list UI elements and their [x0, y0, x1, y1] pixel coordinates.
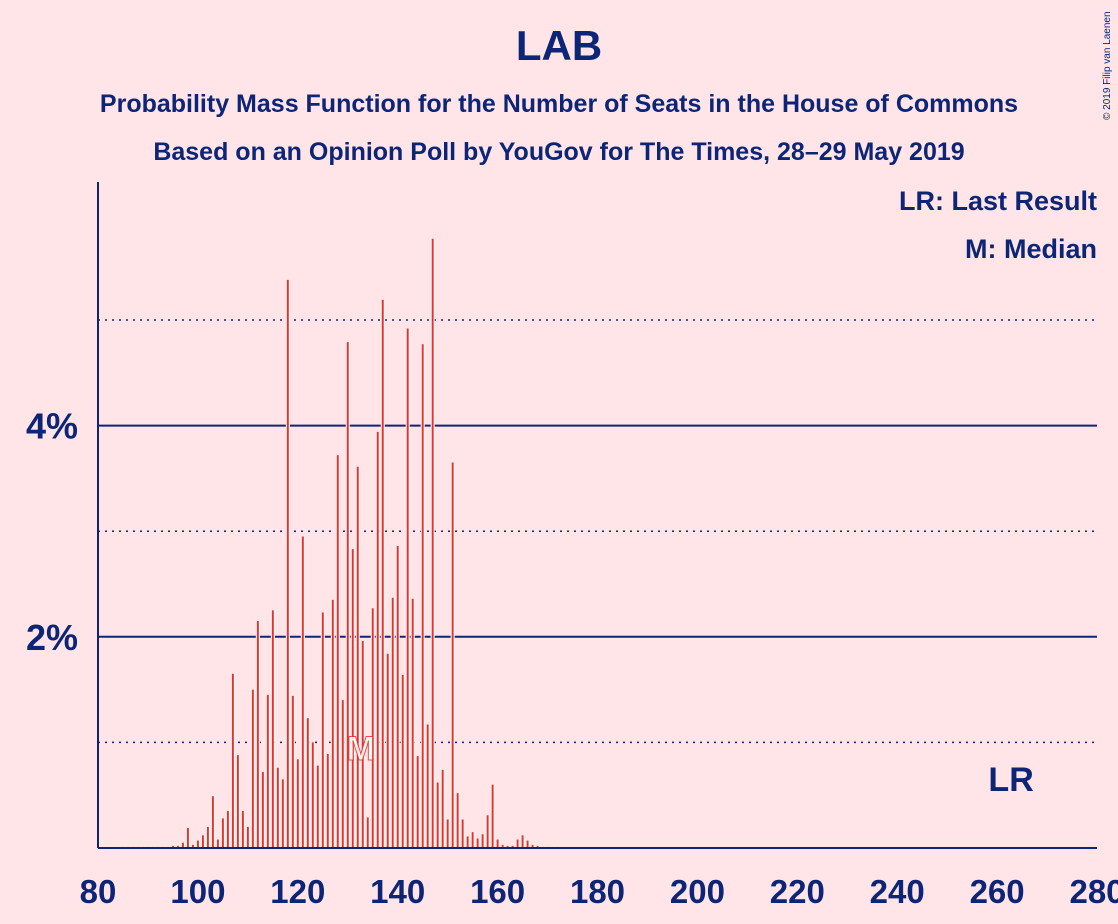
y-tick-labels: 2% 4% [26, 406, 78, 658]
axes [97, 182, 1097, 849]
x-tick-label: 80 [80, 873, 117, 910]
y-tick-label: 2% [26, 617, 78, 658]
legend: LR: Last Result M: Median [899, 186, 1097, 264]
x-tick-label: 160 [470, 873, 525, 910]
x-tick-label: 180 [570, 873, 625, 910]
x-tick-label: 200 [670, 873, 725, 910]
x-tick-label: 220 [770, 873, 825, 910]
markers: M LR [346, 730, 1034, 800]
x-tick-labels: 80 100 120 140 160 180 200 220 240 260 280 [80, 873, 1118, 910]
x-tick-label: 260 [970, 873, 1025, 910]
bars [120, 238, 560, 848]
legend-entry: M: Median [965, 234, 1097, 264]
last-result-marker: LR [988, 761, 1033, 799]
chart-subtitle-poll: Based on an Opinion Poll by YouGov for T… [153, 138, 965, 166]
x-tick-label: 140 [370, 873, 425, 910]
y-tick-label: 4% [26, 406, 78, 447]
chart-title: LAB [515, 22, 603, 69]
grid-lines [98, 319, 1097, 744]
legend-entry: LR: Last Result [899, 186, 1097, 216]
median-marker: M [347, 730, 375, 768]
x-tick-label: 100 [170, 873, 225, 910]
x-tick-label: 280 [1069, 873, 1118, 910]
x-tick-label: 240 [870, 873, 925, 910]
chart-subtitle: Probability Mass Function for the Number… [99, 90, 1019, 118]
x-tick-label: 120 [270, 873, 325, 910]
